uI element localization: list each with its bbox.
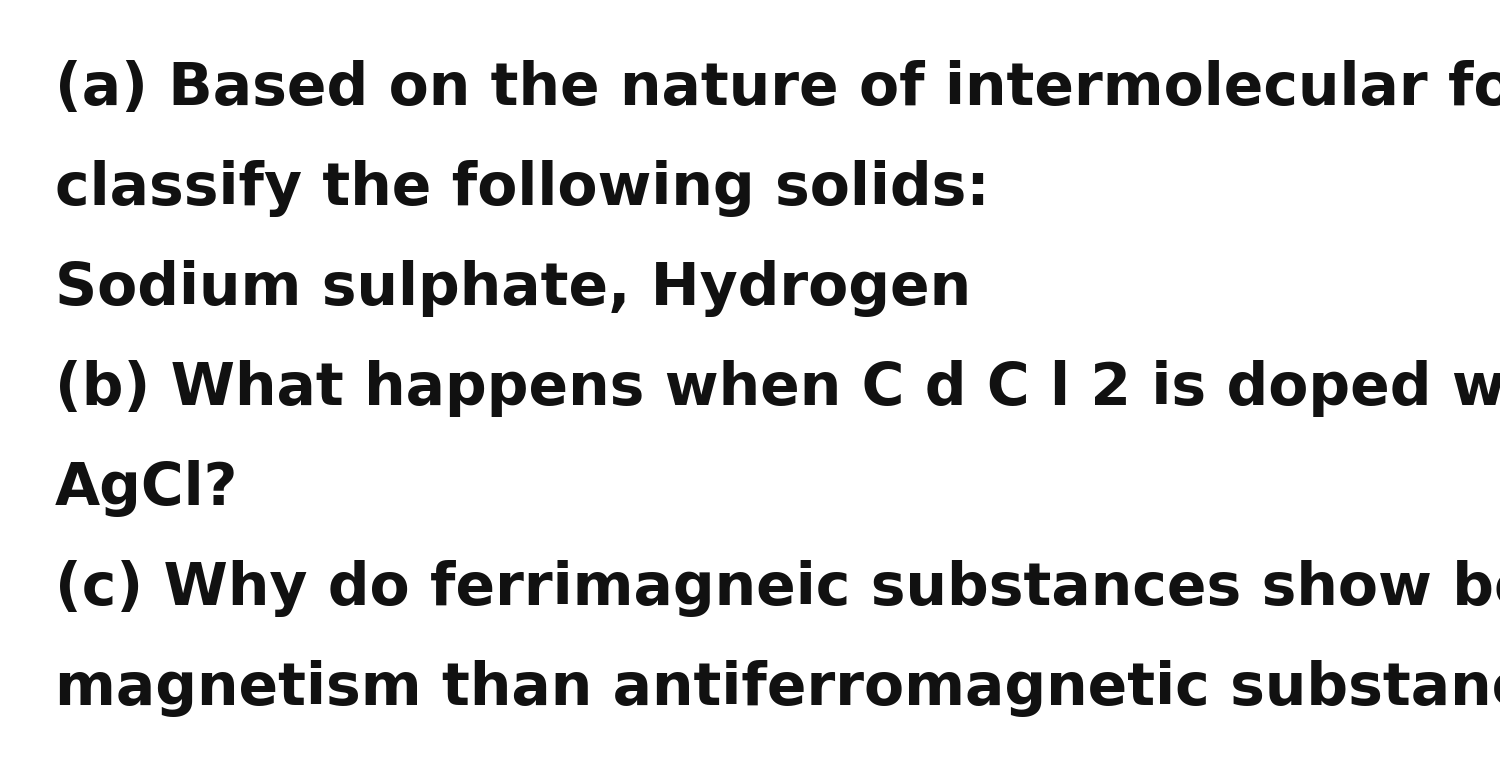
Text: AgCl?: AgCl? — [56, 460, 238, 517]
Text: (a) Based on the nature of intermolecular forces,: (a) Based on the nature of intermolecula… — [56, 60, 1500, 117]
Text: (b) What happens when C d C l 2 is doped with: (b) What happens when C d C l 2 is doped… — [56, 360, 1500, 417]
Text: (c) Why do ferrimagneic substances show better: (c) Why do ferrimagneic substances show … — [56, 560, 1500, 617]
Text: classify the following solids:: classify the following solids: — [56, 160, 990, 217]
Text: Sodium sulphate, Hydrogen: Sodium sulphate, Hydrogen — [56, 260, 970, 317]
Text: magnetism than antiferromagnetic substances?: magnetism than antiferromagnetic substan… — [56, 660, 1500, 717]
